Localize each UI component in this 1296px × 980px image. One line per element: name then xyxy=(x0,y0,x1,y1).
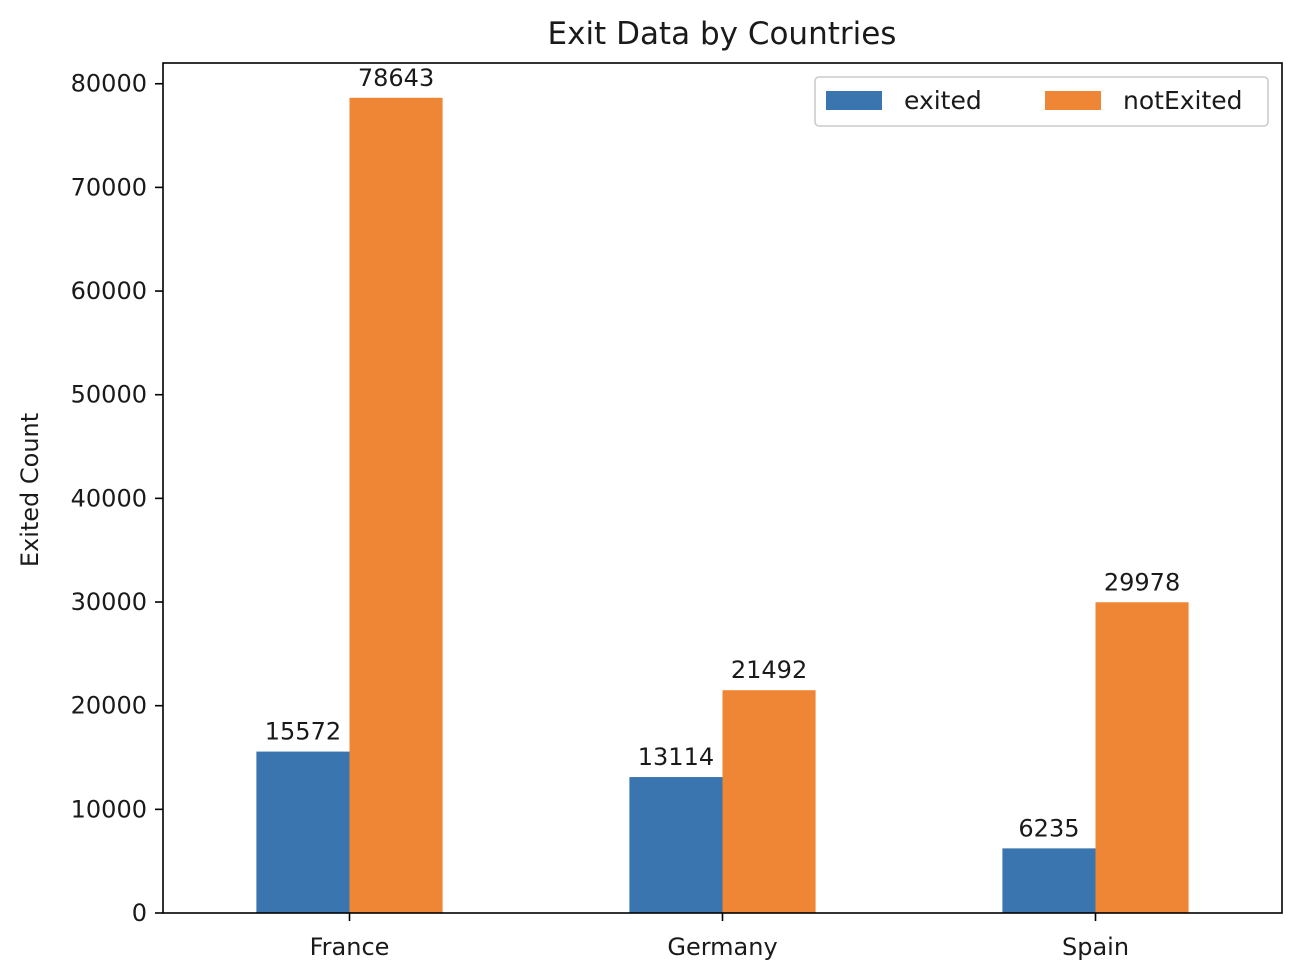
y-tick-label: 0 xyxy=(132,899,147,927)
legend-label-notExited: notExited xyxy=(1123,86,1243,115)
y-tick-label: 70000 xyxy=(71,173,147,201)
chart-title: Exit Data by Countries xyxy=(548,16,897,52)
plot-frame xyxy=(162,62,1283,914)
data-label-exited-france: 15572 xyxy=(265,718,341,746)
data-label-notExited-spain: 29978 xyxy=(1104,568,1180,596)
data-label-exited-spain: 6235 xyxy=(1018,814,1079,842)
y-tick-label: 40000 xyxy=(71,484,147,512)
data-label-notExited-germany: 21492 xyxy=(731,656,807,684)
bar-exited-france xyxy=(256,751,350,913)
y-tick-label: 80000 xyxy=(71,70,147,98)
bar-notExited-spain xyxy=(1095,602,1189,913)
x-axis: France Germany Spain xyxy=(310,913,1129,961)
bar-exited-germany xyxy=(629,777,723,913)
bar-notExited-germany xyxy=(722,690,816,913)
legend: exited notExited xyxy=(814,76,1269,127)
y-tick-label: 30000 xyxy=(71,588,147,616)
legend-box xyxy=(814,76,1269,127)
legend-swatch-exited xyxy=(826,91,882,110)
y-axis-label: Exited Count xyxy=(16,413,44,567)
y-tick-label: 60000 xyxy=(71,277,147,305)
bars-group xyxy=(256,97,1189,914)
bar-exited-spain xyxy=(1002,848,1096,913)
legend-swatch-notExited xyxy=(1045,91,1101,110)
y-tick-label: 50000 xyxy=(71,381,147,409)
y-tick-label: 20000 xyxy=(71,692,147,720)
x-tick-label-germany: Germany xyxy=(667,933,777,961)
y-axis: 0 10000 20000 30000 40000 50000 60000 70000 8000… xyxy=(71,70,163,927)
y-tick-label: 10000 xyxy=(71,795,147,823)
data-label-notExited-france: 78643 xyxy=(358,64,434,92)
legend-label-exited: exited xyxy=(904,86,982,115)
bar-notExited-france xyxy=(349,97,443,914)
data-labels-group: 15572 78643 13114 21492 6235 29978 xyxy=(265,64,1180,843)
x-tick-label-spain: Spain xyxy=(1062,933,1129,961)
x-tick-label-france: France xyxy=(310,933,390,961)
data-label-exited-germany: 13114 xyxy=(638,743,714,771)
